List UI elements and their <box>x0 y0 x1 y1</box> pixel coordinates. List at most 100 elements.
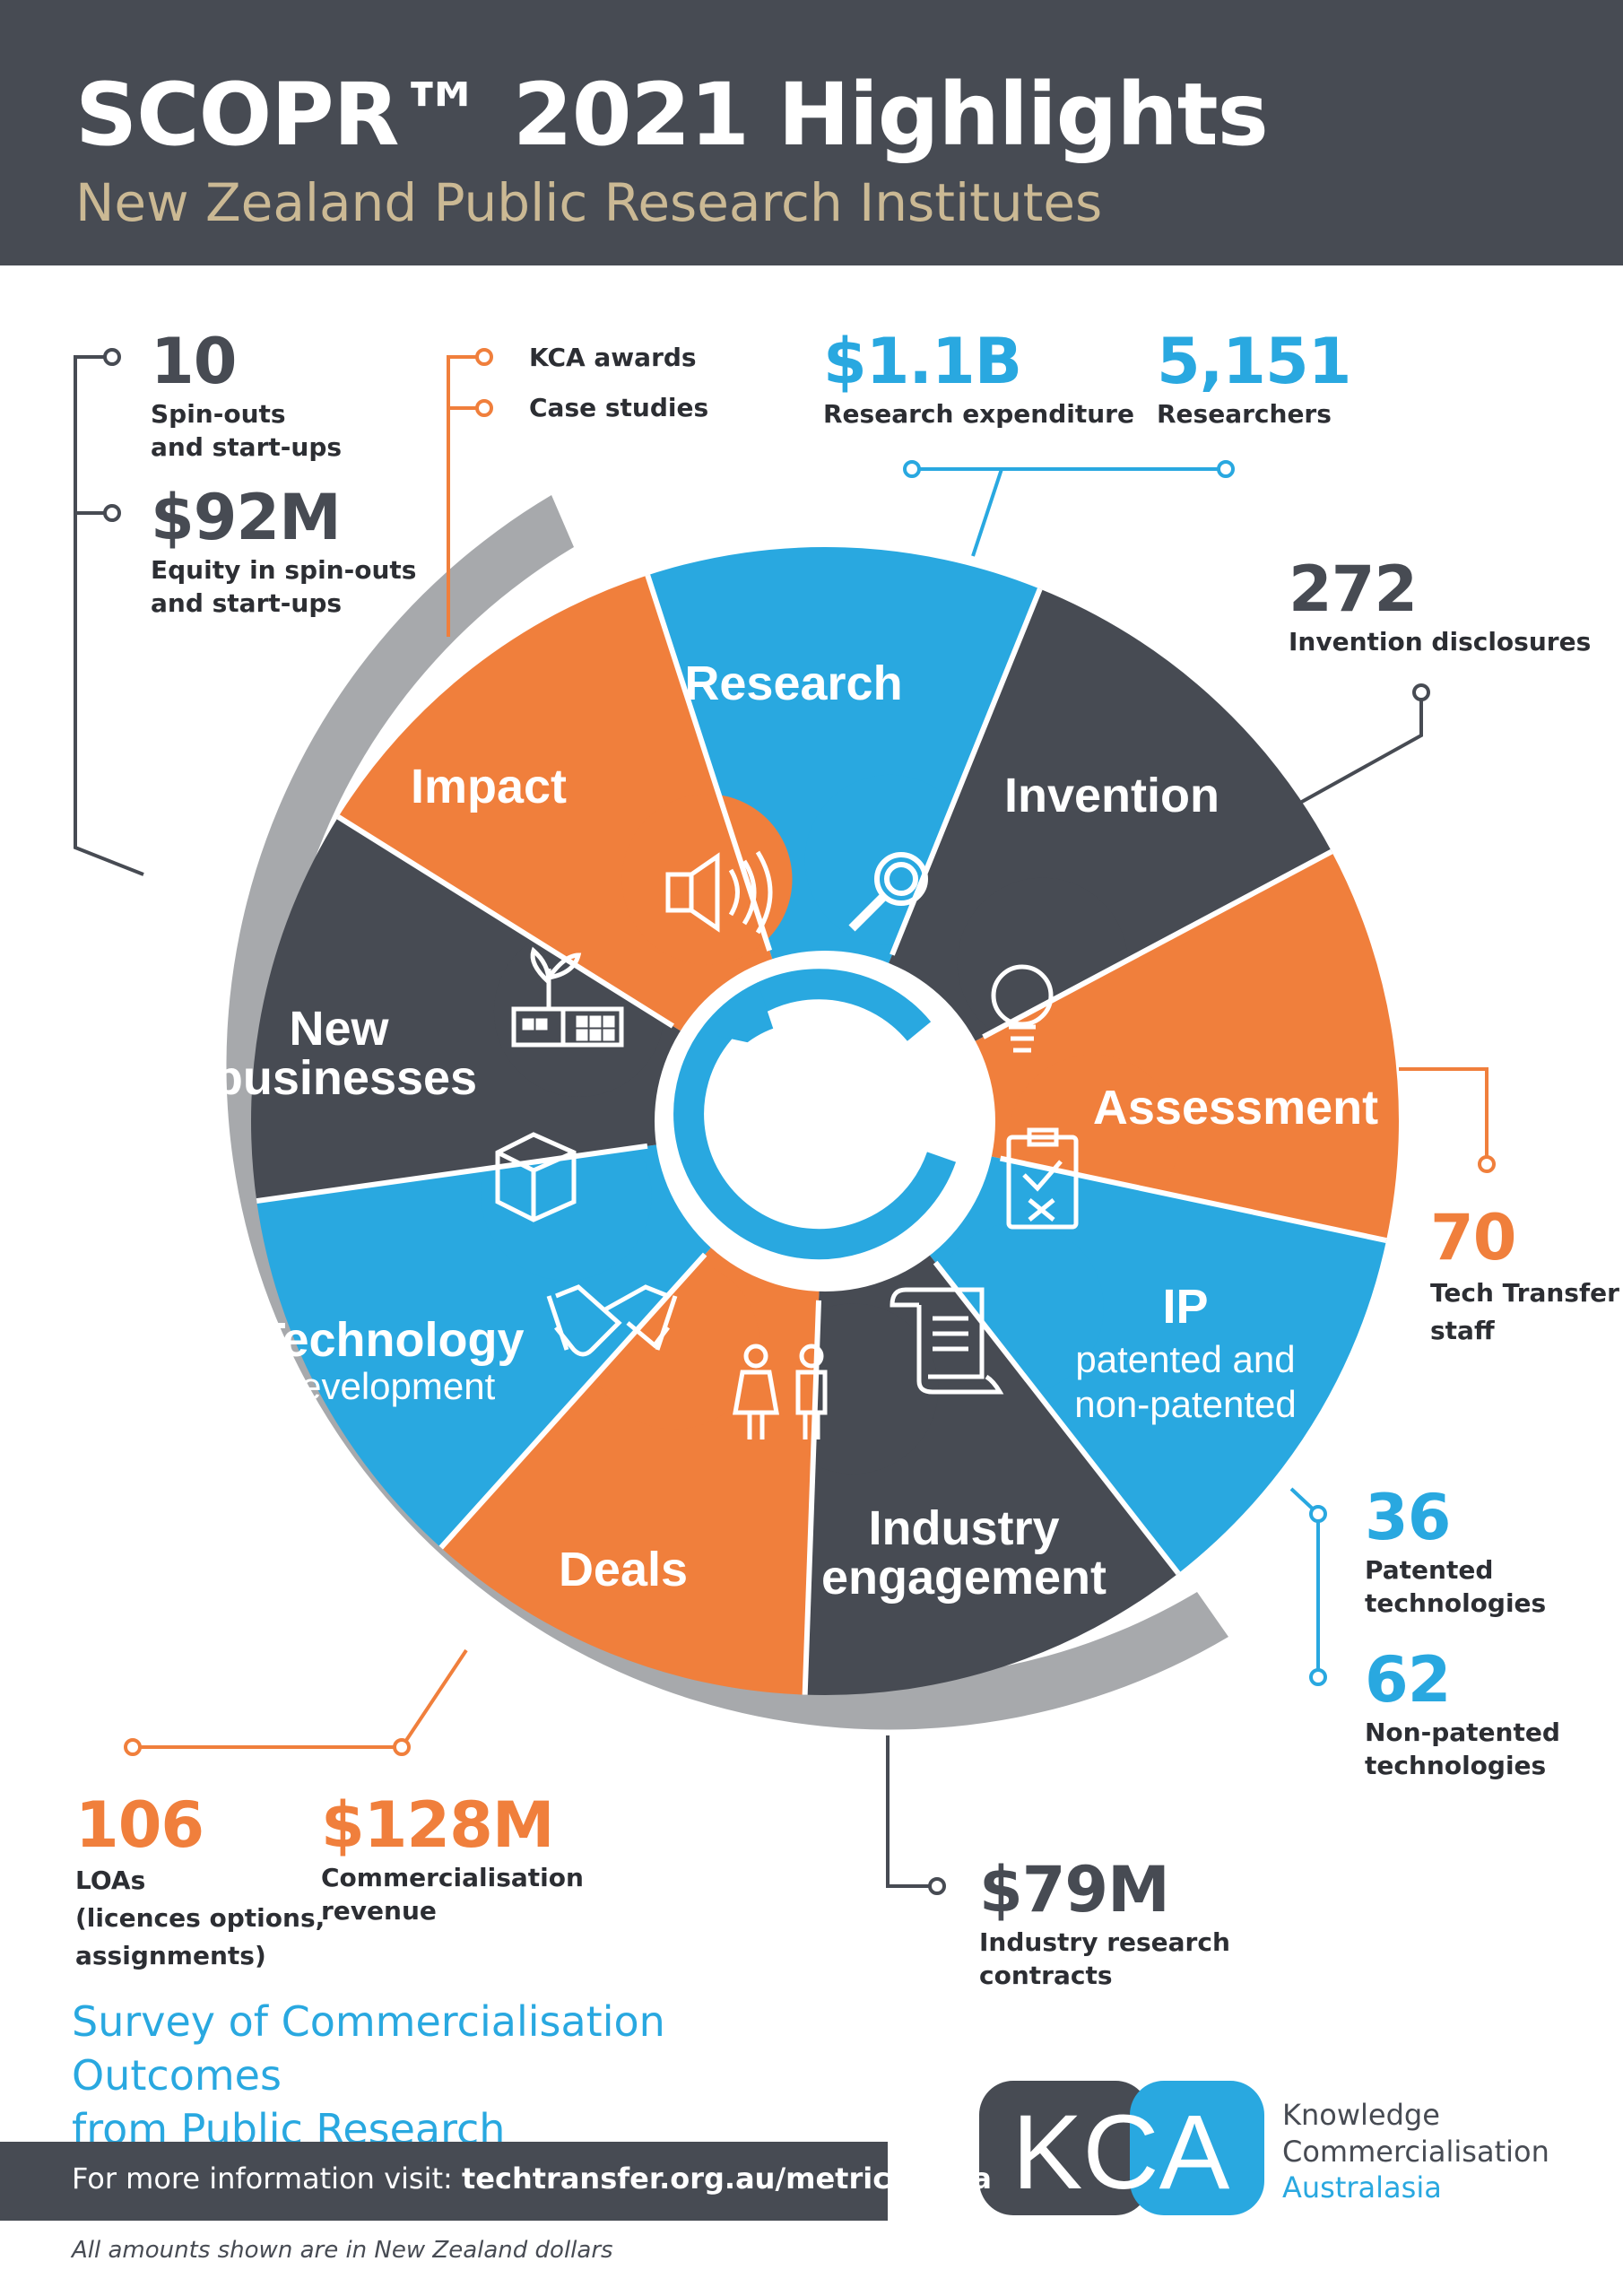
segment-sublabel-ip-2: non-patented <box>1074 1383 1297 1425</box>
segment-label-new-businesses-1: New <box>289 1002 389 1056</box>
factory-plant-icon <box>511 946 624 1048</box>
segment-sublabel-ip-1: patented and <box>1075 1338 1295 1380</box>
box-icon <box>495 1132 577 1222</box>
connector-dot-case-studies <box>475 399 493 417</box>
stat-patented-value: 36 <box>1365 1481 1451 1554</box>
segment-separator <box>645 574 773 952</box>
connector-dot-industry <box>928 1877 946 1895</box>
lightbulb-icon <box>991 964 1054 1053</box>
case-studies-label: Case studies <box>529 393 709 422</box>
connector-dot-revenue <box>393 1738 411 1756</box>
stat-spinouts: 10 Spin-outs and start-ups <box>151 330 342 465</box>
document-scroll-icon <box>890 1287 1004 1395</box>
connector-dot-invention <box>1412 683 1430 701</box>
connector-deals <box>133 1648 468 1749</box>
connector-dot-patented <box>1309 1505 1327 1523</box>
segment-label-technology-1: Technology <box>256 1313 524 1367</box>
people-icon <box>733 1344 828 1439</box>
connector-dot-assessment <box>1478 1155 1496 1173</box>
stat-patented: 36 Patented technologies <box>1365 1486 1546 1621</box>
stat-spinouts-value: 10 <box>151 325 237 398</box>
checklist-icon <box>1006 1127 1079 1230</box>
stat-spinouts-label: Spin-outs and start-ups <box>151 399 343 462</box>
connector-dot-equity <box>103 504 121 522</box>
wheel-segments <box>250 547 1399 1695</box>
hub-inner <box>708 1022 906 1220</box>
stat-research-expenditure-value: $1.1B <box>823 325 1022 398</box>
segment-separator <box>256 1143 648 1205</box>
connector-dot-spinouts <box>103 348 121 366</box>
segment-research <box>647 547 1040 988</box>
kca-logo-blue-tile <box>1130 2081 1264 2215</box>
segment-label-invention: Invention <box>1004 769 1219 822</box>
segment-label-new-businesses-2: businesses <box>213 1051 477 1105</box>
page-subtitle: New Zealand Public Research Institutes <box>75 172 1103 233</box>
kca-logo-text: KCA <box>1012 2093 1230 2212</box>
footer-link[interactable]: techtransfer.org.au/metrics-data <box>461 2161 992 2196</box>
connector-invention <box>1299 692 1423 804</box>
segment-label-deals: Deals <box>559 1543 688 1596</box>
page-title: SCOPR™ 2021 Highlights <box>75 65 1269 165</box>
cycle-arrow <box>673 969 957 1260</box>
stat-inventions: 272 Invention disclosures <box>1289 558 1591 659</box>
stat-researchers-label: Researchers <box>1157 399 1332 429</box>
stat-tech-transfer-staff-value: 70 <box>1430 1201 1516 1274</box>
kca-awards-label: KCA awards <box>529 343 697 372</box>
stat-inventions-label: Invention disclosures <box>1289 627 1592 657</box>
connector-assessment <box>1399 1067 1488 1164</box>
segment-separator <box>438 1252 707 1550</box>
segment-label-technology-2: development <box>280 1365 496 1407</box>
segment-separator <box>336 814 674 1029</box>
survey-title: Survey of Commercialisation Outcomes from… <box>72 1997 665 2153</box>
magnifier-icon <box>848 852 928 932</box>
connector-dot-non-patented <box>1309 1668 1327 1686</box>
segment-separators <box>256 574 1387 1695</box>
connector-industry <box>886 1735 937 1888</box>
connector-dot-loas <box>124 1738 142 1756</box>
segment-bubble-impact <box>621 794 793 965</box>
stat-non-patented-label: Non-patented technologies <box>1365 1718 1560 1780</box>
connector-research <box>912 467 1226 557</box>
stat-industry-contracts-label: Industry research contracts <box>979 1927 1230 1990</box>
stat-industry-contracts-value: $79M <box>979 1853 1170 1926</box>
stat-researchers: 5,151 Researchers <box>1157 325 1351 431</box>
segment-separator <box>982 848 1333 1039</box>
segment-label-industry-2: engagement <box>821 1551 1107 1605</box>
connector-spinouts <box>74 355 144 876</box>
connector-dot-researchers <box>1217 460 1235 478</box>
stat-commercialisation-revenue: $128M Commercialisation revenue <box>321 1794 584 1928</box>
footer-info: For more information visit: techtransfer… <box>72 2161 992 2196</box>
segment-label-research: Research <box>684 657 902 710</box>
stat-industry-contracts: $79M Industry research contracts <box>979 1858 1230 1993</box>
segment-label-industry-1: Industry <box>868 1501 1059 1555</box>
connector-impact <box>447 355 484 637</box>
stat-tech-transfer-staff: 70 Tech Transfer staff <box>1430 1206 1619 1350</box>
kca-organisation-name: Knowledge Commercialisation Australasia <box>1282 2098 1549 2205</box>
stat-research-expenditure: $1.1B Research expenditure <box>823 330 1134 431</box>
segment-new <box>250 816 704 1202</box>
stat-non-patented-value: 62 <box>1365 1643 1451 1717</box>
kca-logo-dark-tile <box>979 2081 1150 2215</box>
stat-non-patented: 62 Non-patented technologies <box>1365 1648 1560 1783</box>
handshake-icon <box>546 1284 678 1357</box>
connector-dot-kca-awards <box>475 348 493 366</box>
segment-label-ip: IP <box>1162 1280 1208 1334</box>
footer-bar <box>0 2142 888 2221</box>
currency-footnote: All amounts shown are in New Zealand dol… <box>72 2237 613 2264</box>
stat-loas-value: 106 <box>75 1788 204 1862</box>
stat-commercialisation-revenue-value: $128M <box>321 1788 554 1862</box>
stat-inventions-value: 272 <box>1289 552 1418 626</box>
segment-separator <box>1000 1155 1387 1243</box>
stat-tech-transfer-staff-label: Tech Transfer staff <box>1430 1278 1619 1345</box>
stat-patented-label: Patented technologies <box>1365 1555 1547 1618</box>
header-banner <box>0 0 1623 265</box>
stat-research-expenditure-label: Research expenditure <box>823 399 1134 429</box>
stat-equity: $92M Equity in spin-outs and start-ups <box>151 486 416 621</box>
segment-label-assessment: Assessment <box>1093 1081 1378 1135</box>
stat-loas: 106 LOAs (licences options, assignments) <box>75 1794 325 1975</box>
segment-separator <box>933 1260 1181 1576</box>
stat-researchers-value: 5,151 <box>1157 325 1351 398</box>
speaker-icon <box>665 850 773 935</box>
stat-equity-value: $92M <box>151 481 342 554</box>
